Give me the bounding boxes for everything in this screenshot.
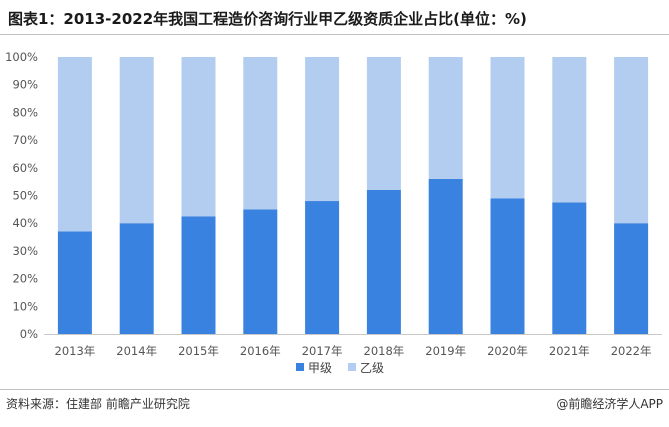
x-tick-label: 2014年 — [116, 344, 157, 358]
bar-segment-grade-b — [428, 57, 463, 179]
footer-divider — [0, 389, 669, 390]
x-tick-label: 2021年 — [549, 344, 590, 358]
y-tick-label: 70% — [12, 133, 38, 147]
x-tick-label: 2017年 — [302, 344, 343, 358]
y-tick-label: 100% — [5, 50, 38, 64]
y-axis: 0% 10% 20% 30% 40% 50% 60% 70% 80% 90% 100% — [5, 50, 38, 341]
legend-label: 乙级 — [360, 361, 384, 375]
bar-segment-grade-b — [243, 57, 278, 210]
bar-segment-grade-a — [243, 209, 278, 334]
x-tick-label: 2018年 — [364, 344, 405, 358]
stacked-bar-chart: 0%10%20%30%40%50%60%70%80%90%100% 2013年 2… — [5, 50, 662, 375]
y-tick-label: 10% — [12, 299, 38, 313]
x-tick-label: 2016年 — [240, 344, 281, 358]
y-tick-label: 90% — [12, 78, 38, 92]
bar-segment-grade-a — [181, 216, 216, 334]
y-tick-label: 80% — [12, 105, 38, 119]
bar-segment-grade-b — [305, 57, 340, 202]
bar-segment-grade-b — [181, 57, 216, 217]
bar-segment-grade-a — [57, 231, 92, 334]
x-tick-label: 2013年 — [55, 344, 96, 358]
legend-swatch — [296, 363, 304, 371]
legend: 甲级 乙级 — [296, 361, 384, 375]
bar-segment-grade-b — [490, 57, 525, 199]
y-tick-label: 40% — [12, 216, 38, 230]
bar-segment-grade-a — [366, 189, 401, 334]
y-tick-label: 60% — [12, 161, 38, 175]
bar-segment-grade-b — [552, 57, 587, 203]
y-tick-label: 30% — [12, 244, 38, 258]
y-tick-label: 20% — [12, 272, 38, 286]
credit-note: @前瞻经济学人APP — [556, 397, 663, 411]
bar-segment-grade-a — [305, 201, 340, 334]
bar-segment-grade-a — [552, 202, 587, 334]
x-tick-label: 2015年 — [178, 344, 219, 358]
bar-segment-grade-a — [490, 198, 525, 334]
bar-segment-grade-a — [614, 223, 649, 334]
bar-segment-grade-b — [57, 57, 92, 232]
y-tick-label: 0% — [20, 327, 38, 341]
bar-segment-grade-a — [428, 178, 463, 334]
legend-label: 甲级 — [308, 361, 332, 375]
legend-swatch — [348, 363, 356, 371]
bar-segment-grade-b — [366, 57, 401, 190]
bar-segment-grade-b — [614, 57, 649, 224]
x-tick-label: 2020年 — [487, 344, 528, 358]
bar-segment-grade-a — [119, 223, 154, 334]
x-tick-label: 2019年 — [425, 344, 466, 358]
chart-title: 图表1：2013-2022年我国工程造价咨询行业甲乙级资质企业占比(单位：%) — [8, 10, 527, 28]
bars — [57, 57, 649, 334]
x-tick-label: 2022年 — [611, 344, 652, 358]
source-note: 资料来源：住建部 前瞻产业研究院 — [6, 397, 190, 411]
title-divider — [0, 34, 669, 35]
y-tick-label: 50% — [12, 189, 38, 203]
bar-segment-grade-b — [119, 57, 154, 224]
x-axis: 2013年 2014年 2015年 2016年 2017年 2018年 2019年 2020年… — [44, 334, 662, 358]
